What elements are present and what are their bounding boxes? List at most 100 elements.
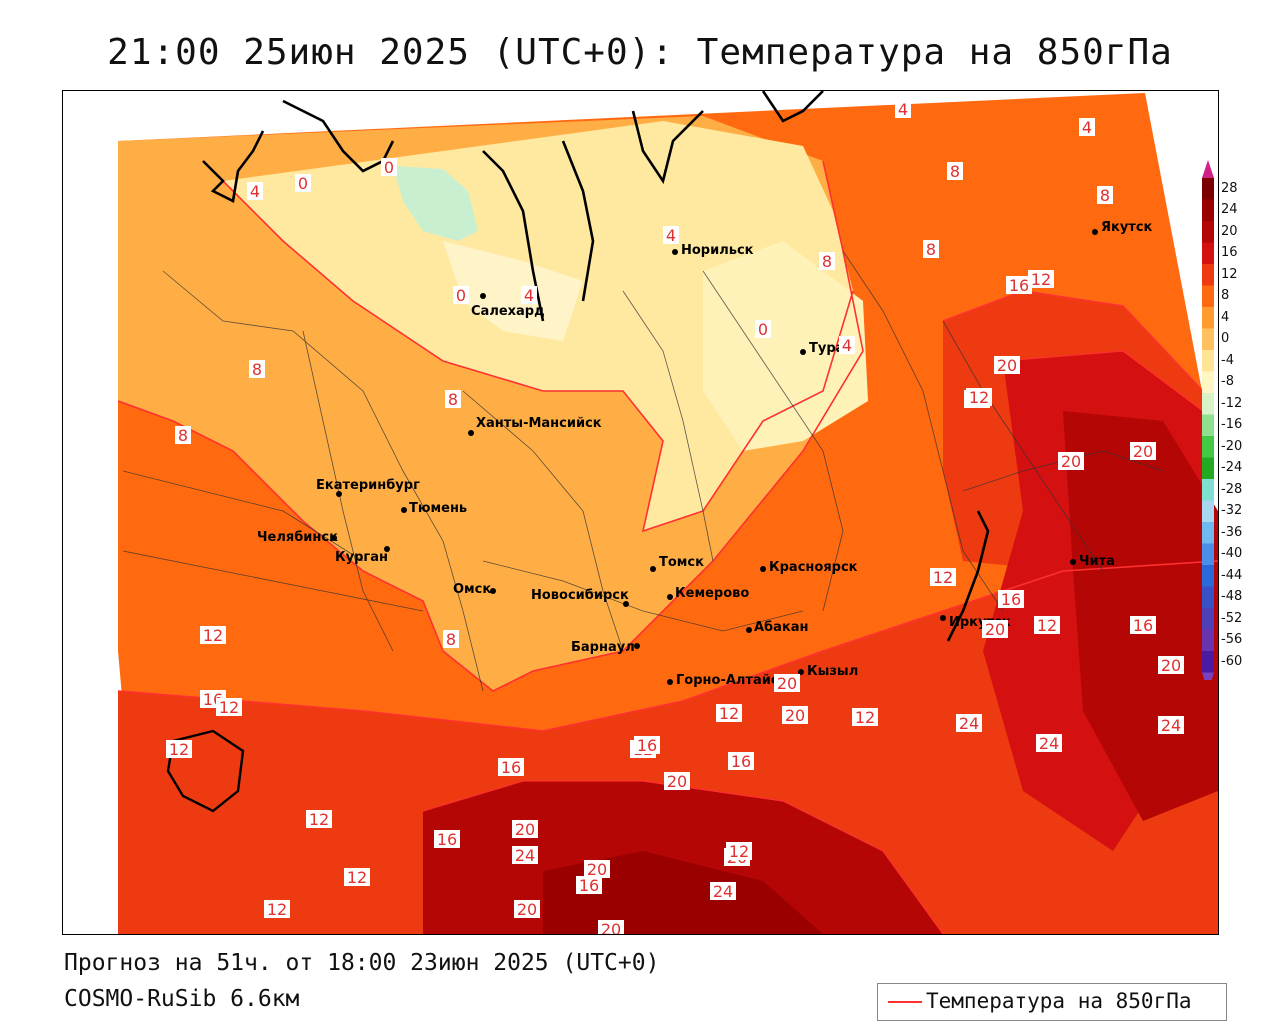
- colorbar-segment: [1202, 393, 1214, 415]
- svg-text:24: 24: [515, 846, 535, 865]
- city-novosibirsk[interactable]: Новосибирск: [531, 588, 629, 607]
- isotherm-label: 16: [434, 830, 460, 849]
- colorbar-tick-label: -40: [1221, 546, 1243, 562]
- svg-text:Красноярск: Красноярск: [769, 560, 858, 575]
- svg-text:4: 4: [898, 100, 908, 119]
- svg-text:4: 4: [666, 226, 676, 245]
- svg-text:Тюмень: Тюмень: [409, 501, 467, 516]
- svg-text:Омск: Омск: [453, 582, 491, 597]
- colorbar-tick-label: -28: [1221, 481, 1243, 497]
- city-kyzyl[interactable]: Кызыл: [798, 664, 858, 679]
- colorbar-tick-label: -24: [1221, 460, 1243, 476]
- colorbar-segment: [1202, 586, 1214, 609]
- legend-label: Температура на 850гПа: [926, 989, 1192, 1013]
- isotherm-label: 0: [295, 174, 311, 193]
- isotherm-label: 12: [306, 810, 332, 829]
- isotherm-label: 16: [498, 758, 524, 777]
- isotherm-label: 12: [966, 388, 992, 407]
- city-khanty-mansiysk[interactable]: Ханты-Мансийск: [468, 416, 602, 436]
- city-norilsk[interactable]: Норильск: [672, 243, 754, 258]
- city-chelyabinsk[interactable]: Челябинск: [257, 530, 338, 545]
- city-omsk[interactable]: Омск: [453, 582, 496, 597]
- isotherm-label: 24: [956, 714, 982, 733]
- city-yakutsk[interactable]: Якутск: [1092, 220, 1153, 235]
- colorbar-tick-label: 8: [1221, 288, 1230, 304]
- svg-text:8: 8: [446, 630, 456, 649]
- isotherm-label: 4: [895, 100, 911, 119]
- colorbar-tick-label: -16: [1221, 417, 1243, 433]
- city-tomsk[interactable]: Томск: [650, 555, 704, 572]
- map-panel[interactable]: Якутск Норильск Салехард Тура Ханты-Манс…: [62, 90, 1219, 935]
- svg-text:12: 12: [219, 698, 239, 717]
- city-abakan[interactable]: Абакан: [746, 620, 809, 635]
- colorbar-segment: [1202, 350, 1214, 372]
- isotherm-label: 0: [453, 286, 469, 305]
- svg-text:Курган: Курган: [335, 550, 388, 565]
- colorbar-tick-label: -20: [1221, 438, 1243, 454]
- colorbar-tick-label: 28: [1221, 180, 1238, 196]
- isotherm-label: 24: [512, 846, 538, 865]
- isotherm-label: 12: [264, 900, 290, 919]
- svg-text:24: 24: [959, 714, 979, 733]
- svg-text:Чита: Чита: [1079, 554, 1115, 569]
- city-yekaterinburg[interactable]: Екатеринбург: [316, 478, 420, 497]
- svg-text:8: 8: [926, 240, 936, 259]
- colorbar-tick-label: 24: [1221, 202, 1238, 218]
- colorbar-segment: [1202, 328, 1214, 351]
- zone-cold: [393, 166, 478, 241]
- isotherm-label: 12: [852, 708, 878, 727]
- city-gorno-altaysk[interactable]: Горно-Алтайск: [667, 673, 788, 688]
- city-tyumen[interactable]: Тюмень: [401, 501, 467, 516]
- svg-text:12: 12: [203, 626, 223, 645]
- zone-tura: [703, 241, 868, 451]
- colorbar-segment: [1202, 479, 1214, 501]
- isotherm-label: 20: [664, 772, 690, 791]
- svg-text:20: 20: [1161, 656, 1181, 675]
- city-kemerovo[interactable]: Кемерово: [667, 586, 749, 601]
- isotherm-label: 12: [166, 740, 192, 759]
- isotherm-label: 16: [1130, 616, 1156, 635]
- svg-text:20: 20: [517, 900, 537, 919]
- city-salekhard[interactable]: Салехард: [471, 293, 545, 319]
- isotherm-label: 20: [1058, 452, 1084, 471]
- isotherm-label: 4: [521, 286, 537, 305]
- isotherm-label: 12: [1028, 270, 1054, 289]
- model-info: COSMO-RuSib 6.6км: [64, 986, 300, 1012]
- svg-text:Ханты-Мансийск: Ханты-Мансийск: [476, 416, 602, 431]
- colorbar-segment: [1202, 264, 1214, 286]
- cities-layer: Якутск Норильск Салехард Тура Ханты-Манс…: [257, 220, 1153, 688]
- isotherm-label: 8: [175, 426, 191, 445]
- svg-text:12: 12: [1037, 616, 1057, 635]
- city-kurgan[interactable]: Курган: [335, 546, 390, 565]
- svg-text:4: 4: [842, 336, 852, 355]
- svg-text:8: 8: [178, 426, 188, 445]
- svg-text:Салехард: Салехард: [471, 304, 545, 319]
- city-krasnoyarsk[interactable]: Красноярск: [760, 560, 858, 575]
- svg-text:20: 20: [601, 920, 621, 934]
- colorbar-segment: [1202, 500, 1214, 523]
- svg-text:20: 20: [587, 860, 607, 879]
- colorbar: 28 24 20 16 12 8 4 0 -4 -8 -12 -16 -20 -24 -28 -32 -36 -4…: [1200, 160, 1280, 680]
- svg-text:Томск: Томск: [659, 555, 704, 570]
- isotherm-label: 20: [512, 820, 538, 839]
- isotherm-label: 16: [1006, 276, 1032, 295]
- colorbar-segment: [1202, 242, 1214, 265]
- city-barnaul[interactable]: Барнаул: [571, 640, 640, 655]
- svg-text:20: 20: [777, 674, 797, 693]
- colorbar-tick-label: -52: [1221, 610, 1243, 626]
- temperature-map[interactable]: Якутск Норильск Салехард Тура Ханты-Манс…: [63, 91, 1218, 934]
- svg-text:12: 12: [969, 388, 989, 407]
- svg-text:8: 8: [448, 390, 458, 409]
- svg-text:Новосибирск: Новосибирск: [531, 588, 629, 603]
- city-chita[interactable]: Чита: [1070, 554, 1115, 569]
- isotherm-label: 20: [1158, 656, 1184, 675]
- zone-south-28: [543, 851, 823, 934]
- isotherm-label: 20: [994, 356, 1020, 375]
- isotherm-label: 12: [1034, 616, 1060, 635]
- svg-text:16: 16: [501, 758, 521, 777]
- svg-text:Барнаул: Барнаул: [571, 640, 635, 655]
- isotherm-label: 24: [710, 882, 736, 901]
- isotherm-label: 0: [381, 158, 397, 177]
- city-tura[interactable]: Тура: [800, 341, 844, 356]
- svg-text:24: 24: [713, 882, 733, 901]
